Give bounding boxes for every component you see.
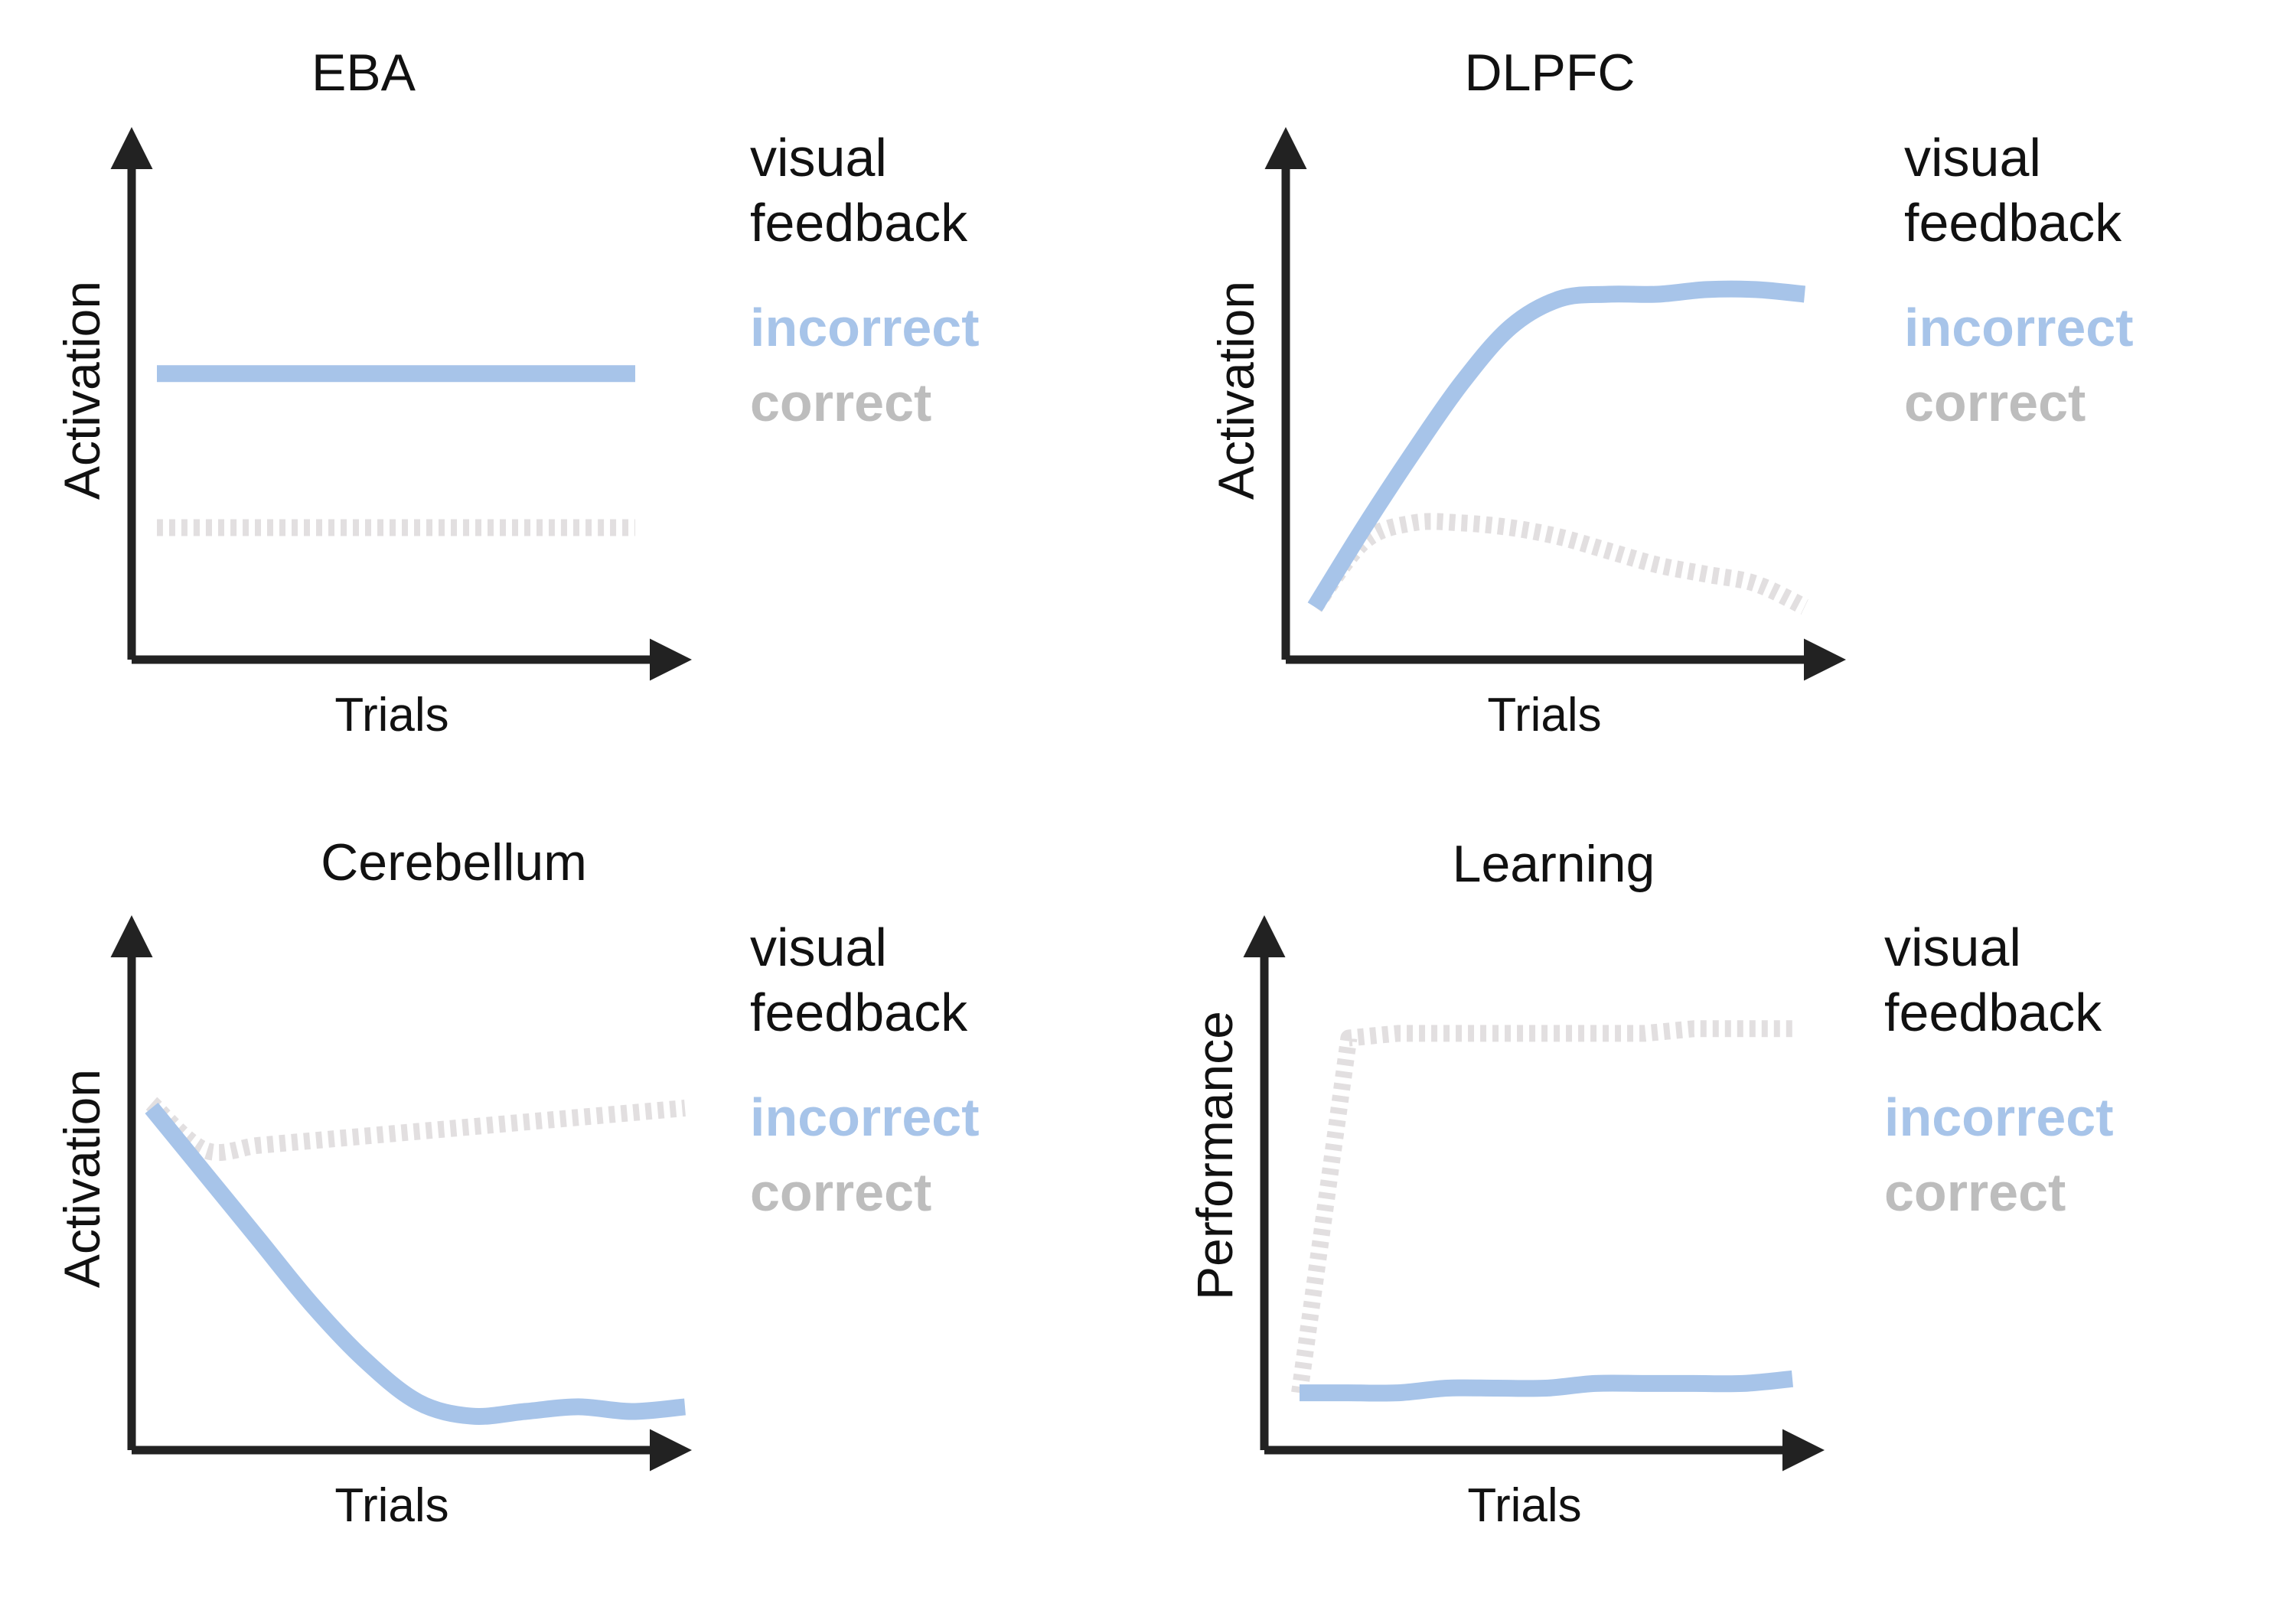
panel-cerebellum: Cerebellum Activation Trials visual feed…: [54, 833, 980, 1532]
y-axis-label: Activation: [54, 281, 110, 500]
series-line-correct: [1308, 513, 1808, 615]
panel-dlpfc: DLPFC Activation Trials visual feedback …: [1208, 44, 2134, 742]
legend-incorrect: incorrect: [750, 298, 980, 357]
legend-title-line-1: visual: [750, 128, 887, 187]
legend-title-line-2: feedback: [1884, 983, 2102, 1042]
legend-correct: correct: [1904, 373, 2086, 432]
chart-title: Learning: [1453, 835, 1655, 893]
series-line-incorrect: [145, 1103, 687, 1425]
x-axis-label: Trials: [334, 1479, 448, 1532]
x-axis-label: Trials: [1467, 1479, 1581, 1532]
x-axis-label: Trials: [334, 689, 448, 742]
y-axis-label: Activation: [1208, 281, 1264, 500]
legend-correct: correct: [1884, 1162, 2066, 1222]
legend-title-line-2: feedback: [1904, 193, 2122, 253]
chart-title: EBA: [311, 44, 416, 102]
legend-incorrect: incorrect: [750, 1087, 980, 1147]
legend-correct: correct: [750, 373, 931, 432]
series-line-incorrect: [1307, 280, 1806, 611]
chart-title: DLPFC: [1465, 44, 1636, 102]
legend-correct: correct: [750, 1162, 931, 1222]
legend-incorrect: incorrect: [1904, 298, 2134, 357]
x-axis-label: Trials: [1487, 689, 1601, 742]
legend-title-line-1: visual: [750, 918, 887, 977]
legend-title-line-1: visual: [1884, 918, 2021, 977]
chart-title: Cerebellum: [321, 833, 587, 892]
y-axis-label: Activation: [54, 1069, 110, 1288]
plot-area: [1307, 280, 1808, 615]
y-axis-label: Performance: [1186, 1011, 1243, 1300]
plot-area: [157, 365, 635, 536]
legend-title-line-1: visual: [1904, 128, 2041, 187]
panel-learning: Learning Performance Trials visual feedb…: [1186, 835, 2114, 1532]
series-line-incorrect: [1299, 1370, 1794, 1402]
plot-area: [145, 1097, 687, 1425]
legend-title-line-2: feedback: [750, 983, 968, 1042]
series-line-correct: [1291, 1020, 1792, 1394]
panel-eba: EBA Activation Trials visual feedback in…: [54, 44, 980, 742]
legend-title-line-2: feedback: [750, 193, 968, 253]
plot-area: [1291, 1020, 1794, 1402]
legend-incorrect: incorrect: [1884, 1087, 2114, 1147]
series-line-correct: [145, 1097, 686, 1162]
